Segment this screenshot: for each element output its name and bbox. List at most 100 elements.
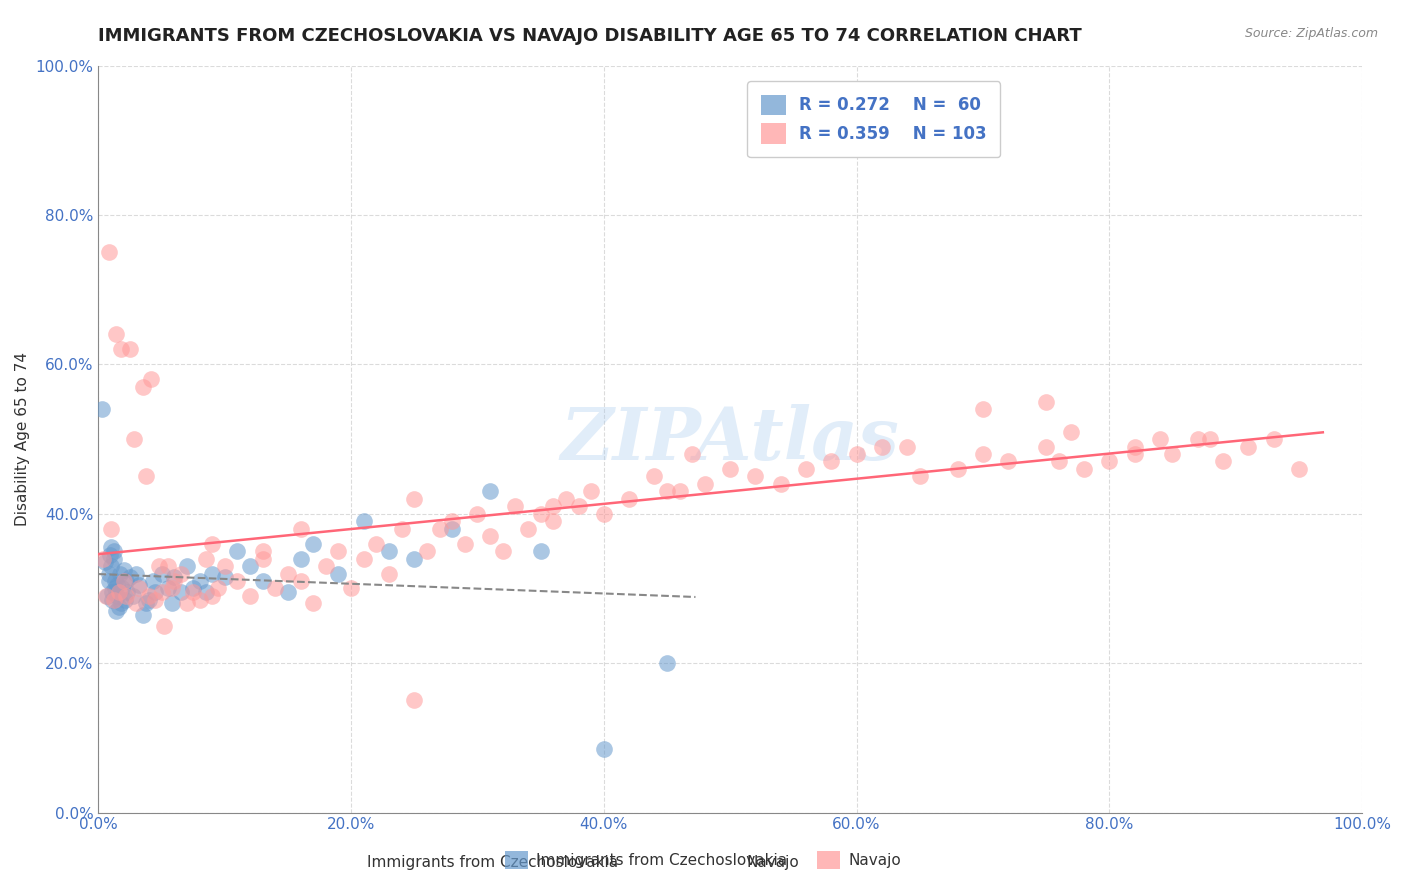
Point xyxy=(163,570,186,584)
Point xyxy=(112,563,135,577)
Point xyxy=(404,551,426,566)
Point xyxy=(156,559,179,574)
Text: Immigrants from Czechoslovakia: Immigrants from Czechoslovakia xyxy=(367,855,617,870)
Point xyxy=(302,596,325,610)
Point xyxy=(668,484,690,499)
Point xyxy=(111,582,134,596)
Point xyxy=(1237,440,1260,454)
Point xyxy=(592,507,614,521)
Point xyxy=(110,343,132,357)
Point xyxy=(103,544,125,558)
Point xyxy=(1123,440,1146,454)
Point xyxy=(148,559,170,574)
Point xyxy=(655,484,678,499)
Point xyxy=(201,589,224,603)
Point xyxy=(188,574,211,588)
Point xyxy=(1035,394,1057,409)
Point xyxy=(107,600,129,615)
Point xyxy=(207,582,229,596)
Point xyxy=(277,585,299,599)
Point xyxy=(131,607,153,622)
Point xyxy=(617,491,640,506)
Point xyxy=(121,589,143,603)
Point xyxy=(328,566,350,581)
Point xyxy=(908,469,931,483)
Point xyxy=(416,544,439,558)
Point xyxy=(1212,454,1234,468)
Point xyxy=(845,447,868,461)
Point xyxy=(201,536,224,550)
Point xyxy=(530,544,553,558)
Point xyxy=(441,522,464,536)
Point xyxy=(176,596,198,610)
Point xyxy=(467,507,489,521)
Point xyxy=(153,619,176,633)
Point xyxy=(163,574,186,588)
Point xyxy=(643,469,665,483)
Point xyxy=(1035,440,1057,454)
Point xyxy=(128,578,150,592)
Point xyxy=(655,656,678,670)
Y-axis label: Disability Age 65 to 74: Disability Age 65 to 74 xyxy=(15,352,30,526)
Point xyxy=(404,491,426,506)
Point xyxy=(100,522,122,536)
Point xyxy=(138,592,160,607)
Point xyxy=(972,402,994,417)
Point xyxy=(101,585,124,599)
Point xyxy=(366,536,388,550)
Point xyxy=(96,589,118,603)
Point xyxy=(1288,462,1310,476)
Point xyxy=(97,574,120,588)
Point xyxy=(1060,425,1083,439)
Point xyxy=(972,447,994,461)
Point xyxy=(103,592,125,607)
Point xyxy=(252,574,274,588)
Point xyxy=(169,566,191,581)
Point xyxy=(820,454,842,468)
Point xyxy=(114,592,136,607)
Legend: R = 0.272    N =  60, R = 0.359    N = 103: R = 0.272 N = 60, R = 0.359 N = 103 xyxy=(747,81,1000,157)
Point xyxy=(794,462,817,476)
Point xyxy=(505,500,527,514)
Point xyxy=(1161,447,1184,461)
Point xyxy=(214,570,236,584)
Point xyxy=(239,589,262,603)
Point xyxy=(1123,447,1146,461)
Point xyxy=(118,343,141,357)
Point xyxy=(517,522,540,536)
Point xyxy=(1098,454,1121,468)
Point xyxy=(194,551,217,566)
Point xyxy=(290,522,312,536)
Point xyxy=(479,484,502,499)
Text: Navajo: Navajo xyxy=(747,855,800,870)
Point xyxy=(105,327,128,342)
Point xyxy=(579,484,602,499)
Point xyxy=(290,551,312,566)
Point xyxy=(543,500,565,514)
Text: ZIPAtlas: ZIPAtlas xyxy=(561,403,900,475)
Point xyxy=(769,476,792,491)
Point xyxy=(143,592,166,607)
Point xyxy=(214,559,236,574)
Point xyxy=(97,566,120,581)
Point xyxy=(150,566,173,581)
Point xyxy=(112,574,135,588)
Point xyxy=(169,585,191,599)
Point xyxy=(104,574,127,588)
Point xyxy=(315,559,337,574)
Point xyxy=(122,432,145,446)
Point xyxy=(226,574,249,588)
Point xyxy=(93,551,115,566)
Point xyxy=(530,507,553,521)
Point xyxy=(105,589,128,603)
Point xyxy=(681,447,703,461)
Point xyxy=(252,551,274,566)
Point xyxy=(143,585,166,599)
Point xyxy=(693,476,716,491)
Point xyxy=(264,582,287,596)
Point xyxy=(97,245,120,260)
Point xyxy=(156,582,179,596)
Point xyxy=(479,529,502,543)
Point xyxy=(744,469,766,483)
Point xyxy=(188,592,211,607)
